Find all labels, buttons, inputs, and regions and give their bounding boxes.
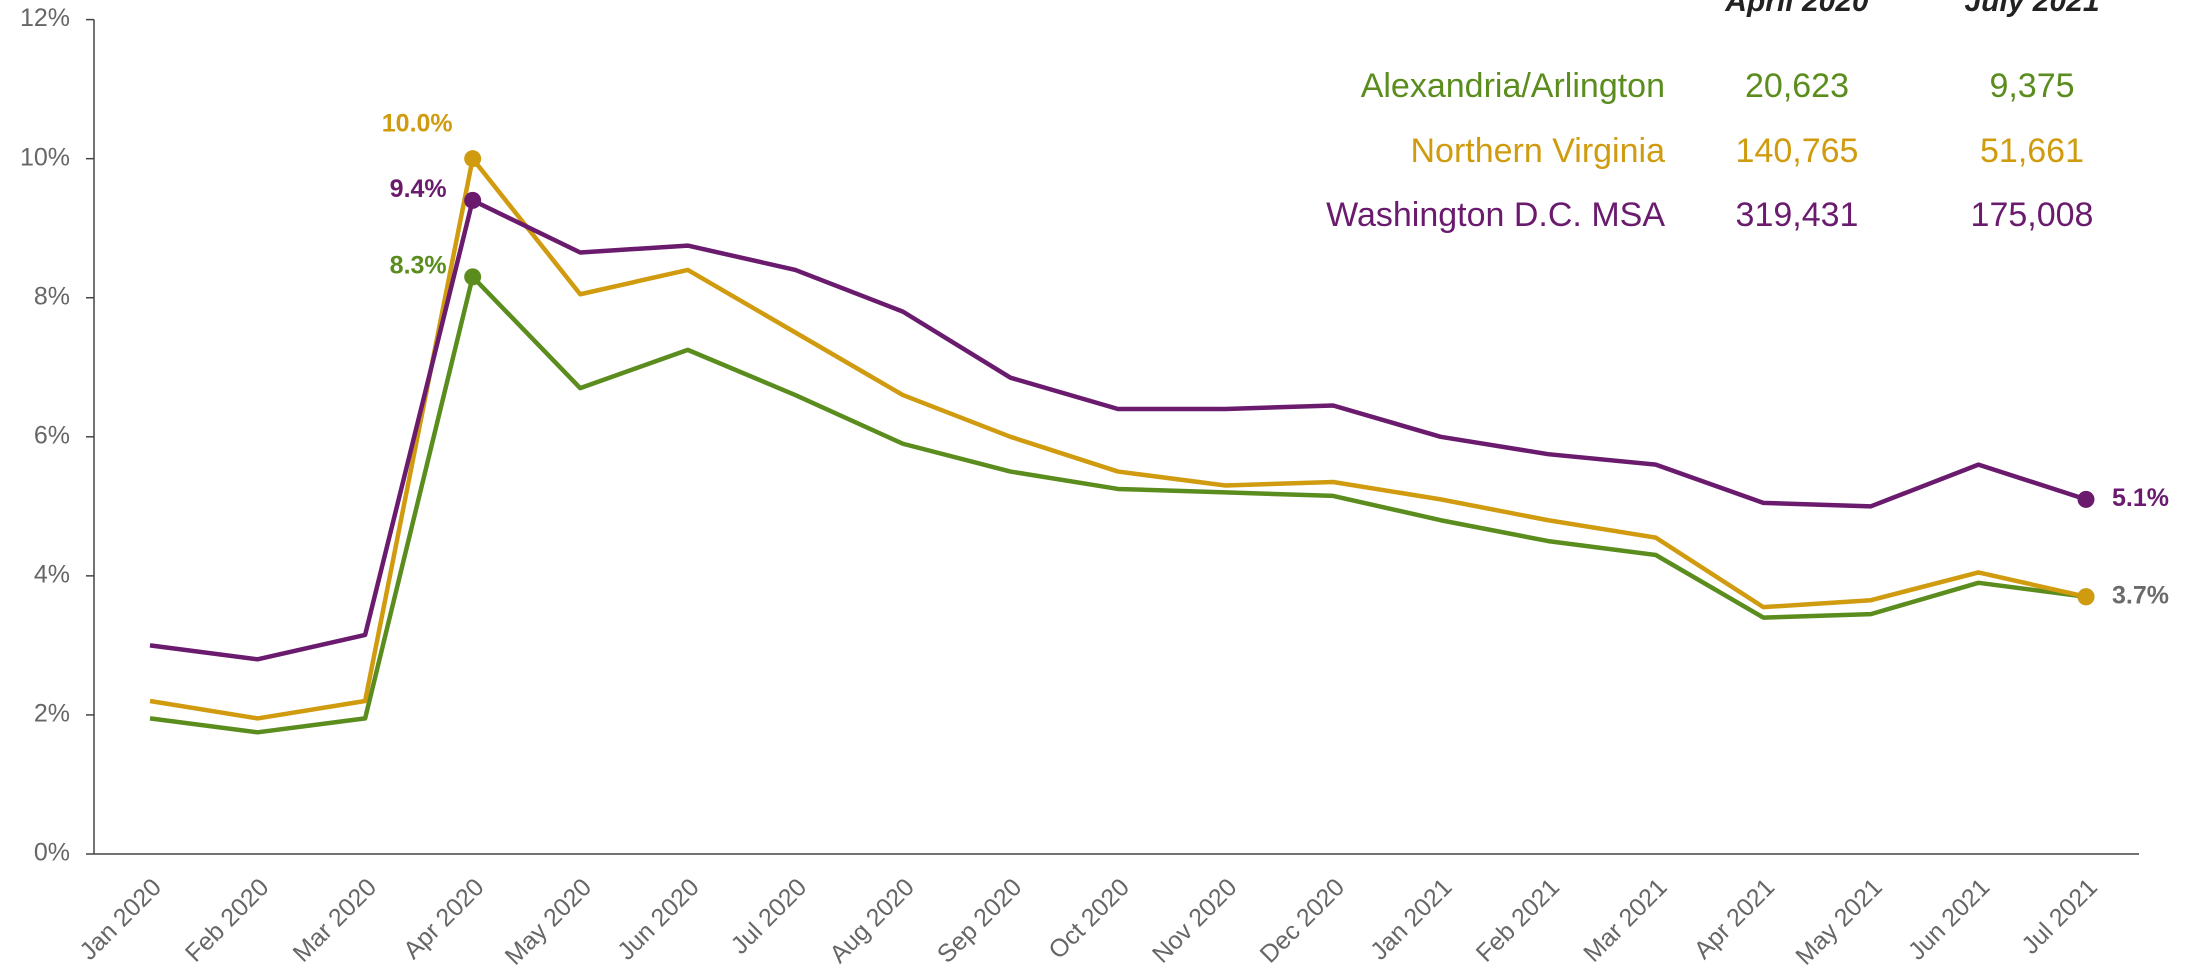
x-tick-label: Jan 2020 bbox=[74, 873, 167, 966]
x-tick-label: May 2021 bbox=[1790, 873, 1887, 970]
x-tick-label: Apr 2020 bbox=[398, 873, 490, 965]
legend-label: Alexandria/Arlington bbox=[1361, 67, 1665, 105]
value-label: 10.0% bbox=[382, 109, 453, 137]
point-marker bbox=[464, 150, 482, 168]
value-label: 8.3% bbox=[390, 251, 447, 279]
table-header: July 2021 bbox=[1964, 0, 2099, 18]
point-marker bbox=[2077, 490, 2095, 508]
y-tick-label: 6% bbox=[34, 421, 70, 449]
x-tick-label: Feb 2020 bbox=[180, 873, 274, 967]
table-cell: 51,661 bbox=[1980, 132, 2084, 170]
x-tick-label: Nov 2020 bbox=[1147, 873, 1242, 968]
table-cell: 9,375 bbox=[1989, 67, 2074, 105]
point-marker bbox=[464, 268, 482, 286]
x-tick-label: Aug 2020 bbox=[824, 873, 919, 968]
table-cell: 175,008 bbox=[1971, 196, 2094, 234]
point-marker bbox=[464, 191, 482, 209]
x-tick-label: Sep 2020 bbox=[932, 873, 1027, 968]
point-marker bbox=[2077, 588, 2095, 606]
series-line bbox=[149, 156, 2087, 721]
x-tick-label: Mar 2021 bbox=[1578, 873, 1672, 967]
value-label: 9.4% bbox=[390, 175, 447, 203]
y-tick-label: 10% bbox=[20, 143, 70, 171]
x-tick-label: Mar 2020 bbox=[288, 873, 382, 967]
x-tick-label: Jun 2021 bbox=[1903, 873, 1996, 966]
table-cell: 20,623 bbox=[1745, 67, 1849, 105]
legend-label: Washington D.C. MSA bbox=[1326, 196, 1665, 234]
x-tick-label: Jul 2021 bbox=[2016, 873, 2103, 960]
y-tick-label: 4% bbox=[34, 560, 70, 588]
legend-label: Northern Virginia bbox=[1410, 132, 1665, 170]
value-label: 3.7% bbox=[2112, 581, 2169, 609]
x-tick-label: Dec 2020 bbox=[1255, 873, 1350, 968]
table-cell: 319,431 bbox=[1736, 196, 1859, 234]
table-header: April 2020 bbox=[1724, 0, 1869, 18]
x-tick-label: Jun 2020 bbox=[612, 873, 705, 966]
x-tick-label: Jul 2020 bbox=[726, 873, 813, 960]
x-tick-label: Feb 2021 bbox=[1471, 873, 1565, 967]
x-tick-label: Apr 2021 bbox=[1689, 873, 1781, 965]
x-tick-label: Jan 2021 bbox=[1365, 873, 1458, 966]
y-tick-label: 0% bbox=[34, 839, 70, 867]
x-tick-label: May 2020 bbox=[500, 873, 597, 970]
table-cell: 140,765 bbox=[1736, 132, 1859, 170]
y-tick-label: 8% bbox=[34, 282, 70, 310]
x-tick-label: Oct 2020 bbox=[1043, 873, 1135, 965]
y-tick-label: 12% bbox=[20, 4, 70, 32]
y-tick-label: 2% bbox=[34, 700, 70, 728]
value-label: 5.1% bbox=[2112, 484, 2169, 512]
